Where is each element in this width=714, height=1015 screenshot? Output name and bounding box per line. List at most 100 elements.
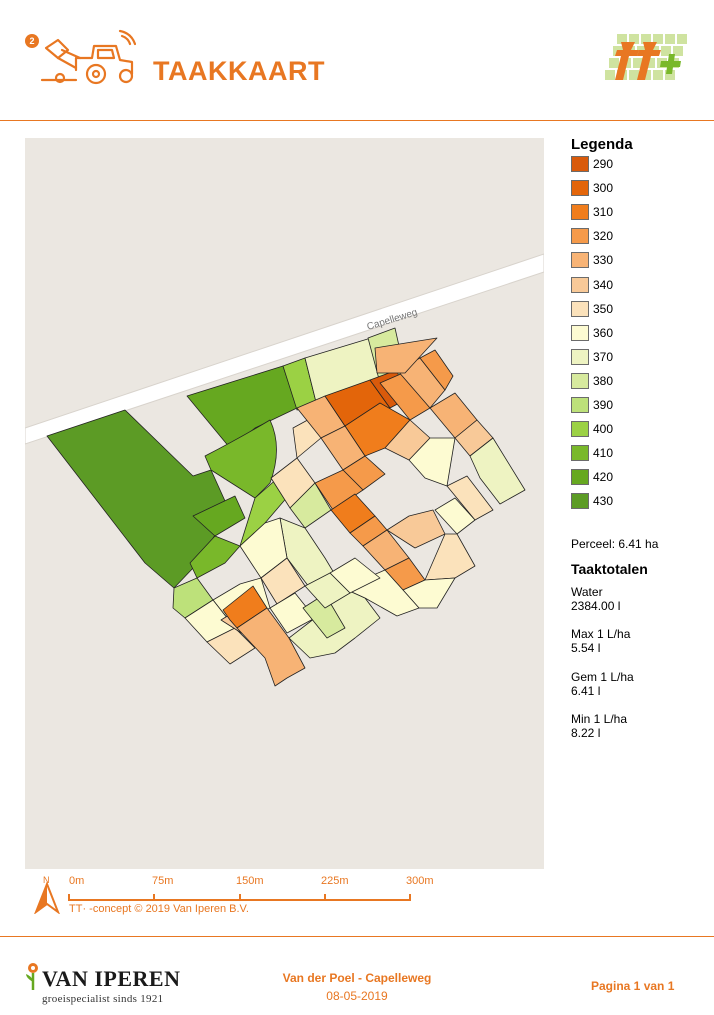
legend-label: 370 [593, 349, 614, 364]
legend-label: 340 [593, 277, 614, 292]
svg-text:N: N [43, 875, 50, 885]
company-tagline: groeispecialist sinds 1921 [42, 993, 164, 1005]
legend-label: 430 [593, 494, 614, 509]
legend-swatch [571, 445, 589, 462]
road-capelleweg [25, 253, 544, 445]
legend-item: 410 [571, 445, 691, 463]
taaktotaal-label: Water [571, 585, 603, 599]
legend-swatch [571, 324, 589, 341]
scale-tick-label: 75m [152, 875, 174, 887]
legend-label: 380 [593, 373, 614, 388]
page-title: TAAKKAART [153, 56, 325, 86]
parcel [434, 497, 476, 535]
taaktotaal-label: Gem 1 L/ha [571, 670, 634, 684]
legend-label: 310 [593, 205, 614, 220]
legend-item: 390 [571, 397, 691, 415]
legend-item: 310 [571, 204, 691, 222]
scale-bar: N 0m 75m 150m 225m 300m TT· -concept © 2… [30, 872, 450, 917]
taaktotaal-value: 8.22 l [571, 726, 601, 740]
legend-swatch [571, 469, 589, 486]
legend-swatch [571, 300, 589, 317]
page-number: Pagina 1 van 1 [591, 979, 675, 993]
scale-tick-label: 150m [236, 875, 264, 887]
legend-label: 360 [593, 325, 614, 340]
legend-item: 290 [571, 156, 691, 174]
taaktotalen-title: Taaktotalen [571, 561, 648, 577]
parcel [239, 517, 288, 579]
scale-line [68, 894, 411, 901]
taaktotaal-entry: Max 1 L/ha 5.54 l [571, 627, 630, 655]
parcel [314, 469, 364, 511]
scale-tick-label: 225m [321, 875, 349, 887]
footer-divider [0, 936, 714, 937]
legend-label: 350 [593, 301, 614, 316]
legend-swatch [571, 276, 589, 293]
legend-swatch [571, 372, 589, 389]
legend-swatch [571, 156, 589, 172]
legend-swatch [571, 493, 589, 510]
perceel-area: Perceel: 6.41 ha [571, 537, 659, 551]
legend-swatch [571, 348, 589, 365]
taaktotaal-entry: Min 1 L/ha 8.22 l [571, 712, 627, 740]
scale-tick-label: 300m [406, 875, 434, 887]
parcel [206, 627, 256, 665]
tractor-icon [40, 29, 136, 85]
legend-item: 430 [571, 493, 691, 511]
legend-label: 390 [593, 398, 614, 412]
parcel [236, 607, 306, 687]
taaktotaal-label: Min 1 L/ha [571, 712, 628, 726]
north-arrow-icon: N [34, 875, 60, 914]
parcel [204, 419, 277, 499]
map-canvas: Capelleweg [25, 253, 544, 687]
legend-label: 290 [593, 157, 614, 171]
van-iperen-flower-icon [26, 963, 38, 990]
report-date: 08-05-2019 [326, 989, 388, 1003]
legend-label: 320 [593, 229, 614, 244]
parcel [424, 533, 476, 581]
header: 2 TAAKKAART [0, 0, 714, 120]
legend-label: 410 [593, 446, 614, 461]
taaktotaal-entry: Water 2384.00 l [571, 585, 620, 613]
tt-logo [605, 34, 687, 80]
project-name: Van der Poel - Capelleweg [282, 971, 432, 985]
legend-label: 300 [593, 181, 614, 196]
taaktotaal-value: 6.41 l [571, 684, 601, 698]
legend-label: 400 [593, 422, 614, 437]
legend-swatch [571, 228, 589, 245]
legend-item: 320 [571, 228, 691, 246]
parcel [386, 509, 446, 549]
legend-item: 400 [571, 421, 691, 439]
parcel [419, 349, 454, 391]
legend-item: 380 [571, 372, 691, 391]
parcel [192, 495, 246, 537]
legend-label: 330 [593, 253, 614, 268]
legend-item: 360 [571, 324, 691, 343]
legend-swatch [571, 252, 589, 269]
parcel [374, 337, 438, 374]
company-name: VAN IPEREN [42, 966, 181, 991]
step-badge: 2 [25, 34, 39, 48]
parcel [186, 365, 298, 449]
legend-item: 330 [571, 252, 691, 270]
parcel [304, 572, 351, 609]
legend-item: 420 [571, 469, 691, 487]
taaktotaal-value: 5.54 l [571, 641, 601, 655]
taaktotaal-label: Max 1 L/ha [571, 627, 631, 641]
parcel [408, 437, 456, 487]
legend-label: 420 [593, 470, 614, 485]
legend-swatch [571, 397, 589, 413]
step-badge-number: 2 [29, 36, 35, 46]
legend-item: 300 [571, 180, 691, 198]
task-map[interactable]: Capelleweg [25, 138, 544, 869]
legend-swatch [571, 421, 589, 438]
scale-tick-label: 0m [69, 875, 85, 887]
taaktotaal-entry: Gem 1 L/ha 6.41 l [571, 670, 634, 698]
legend-swatch [571, 180, 589, 197]
copyright-text: TT· -concept © 2019 Van Iperen B.V. [69, 903, 249, 915]
header-divider [0, 120, 714, 121]
legend-swatch [571, 204, 589, 221]
taaktotaal-value: 2384.00 l [571, 599, 621, 613]
legend-item: 350 [571, 300, 691, 319]
parcel [446, 475, 494, 521]
legend-title: Legenda [571, 136, 633, 153]
